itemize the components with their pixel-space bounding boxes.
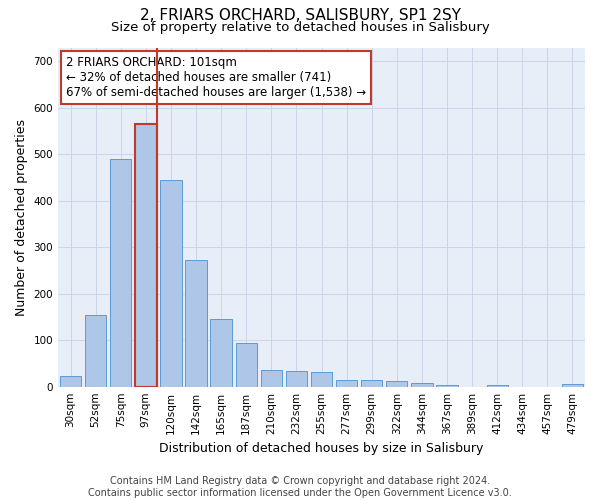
Bar [260,370,282,386]
Bar [135,124,157,386]
Bar [361,380,382,386]
Text: Contains HM Land Registry data © Crown copyright and database right 2024.
Contai: Contains HM Land Registry data © Crown c… [88,476,512,498]
Bar [436,385,458,386]
Bar [236,342,257,386]
Text: Size of property relative to detached houses in Salisbury: Size of property relative to detached ho… [110,21,490,34]
Bar [562,384,583,386]
Bar [160,180,182,386]
Bar [60,376,81,386]
Bar [185,260,207,386]
Bar [336,380,357,386]
X-axis label: Distribution of detached houses by size in Salisbury: Distribution of detached houses by size … [160,442,484,455]
Bar [411,384,433,386]
Bar [286,372,307,386]
Bar [85,314,106,386]
Bar [211,320,232,386]
Y-axis label: Number of detached properties: Number of detached properties [15,118,28,316]
Bar [386,381,407,386]
Bar [110,159,131,386]
Bar [311,372,332,386]
Text: 2 FRIARS ORCHARD: 101sqm
← 32% of detached houses are smaller (741)
67% of semi-: 2 FRIARS ORCHARD: 101sqm ← 32% of detach… [66,56,366,99]
Bar [487,385,508,386]
Text: 2, FRIARS ORCHARD, SALISBURY, SP1 2SY: 2, FRIARS ORCHARD, SALISBURY, SP1 2SY [139,8,461,22]
